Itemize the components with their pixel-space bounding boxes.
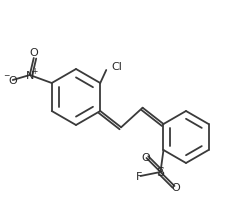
Text: Cl: Cl: [111, 62, 122, 72]
Text: +: +: [31, 66, 38, 75]
Text: O: O: [171, 182, 180, 192]
Text: N: N: [26, 71, 34, 81]
Text: F: F: [136, 171, 143, 181]
Text: O: O: [29, 48, 38, 58]
Text: −: −: [3, 71, 10, 80]
Text: O: O: [8, 76, 17, 86]
Text: O: O: [141, 152, 150, 162]
Text: S: S: [156, 166, 164, 179]
